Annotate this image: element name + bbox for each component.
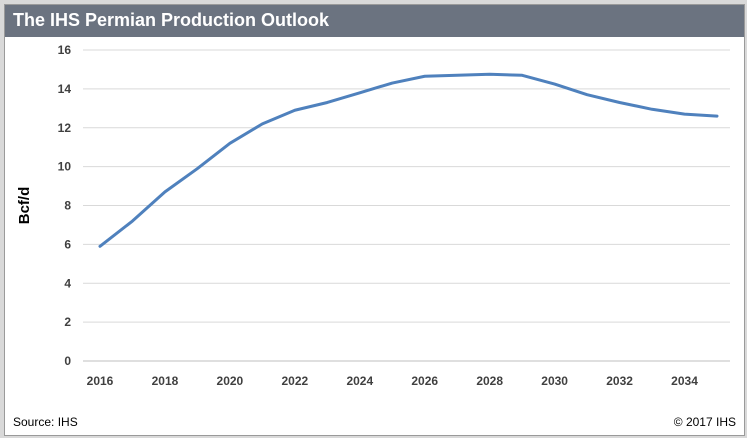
x-tick-label: 2034 <box>671 374 698 388</box>
x-tick-label: 2020 <box>217 374 244 388</box>
chart-title: The IHS Permian Production Outlook <box>13 10 330 30</box>
y-axis-label: Bcf/d <box>16 187 33 225</box>
y-tick-label: 12 <box>58 121 72 135</box>
chart-frame: The IHS Permian Production Outlook 0 2 4 6 8… <box>4 4 745 436</box>
series-line-0 <box>98 72 719 248</box>
x-tick-label: 2026 <box>411 374 438 388</box>
x-tick-label: 2022 <box>281 374 308 388</box>
copyright-note: © 2017 IHS <box>673 415 736 429</box>
y-tick-label: 0 <box>64 354 71 368</box>
x-tick-label: 2016 <box>87 374 114 388</box>
x-tick-label: 2024 <box>346 374 373 388</box>
y-tick-label: 2 <box>64 315 71 329</box>
y-tick-label: 4 <box>64 276 71 290</box>
y-tick-label: 6 <box>64 237 71 251</box>
title-bar: The IHS Permian Production Outlook <box>5 5 744 37</box>
y-tick-label: 8 <box>64 199 71 213</box>
x-tick-label: 2032 <box>606 374 633 388</box>
y-tick-label: 16 <box>58 43 72 57</box>
y-tick-label: 10 <box>58 160 72 174</box>
x-tick-label: 2030 <box>541 374 568 388</box>
x-tick-label: 2028 <box>476 374 503 388</box>
y-tick-label: 14 <box>58 82 72 96</box>
x-tick-label: 2018 <box>152 374 179 388</box>
source-note: Source: IHS <box>13 415 78 429</box>
chart-plot: 0 2 4 6 8 10 12 14 16 2016 2018 2020 2022 2024 2026 202… <box>16 43 730 388</box>
